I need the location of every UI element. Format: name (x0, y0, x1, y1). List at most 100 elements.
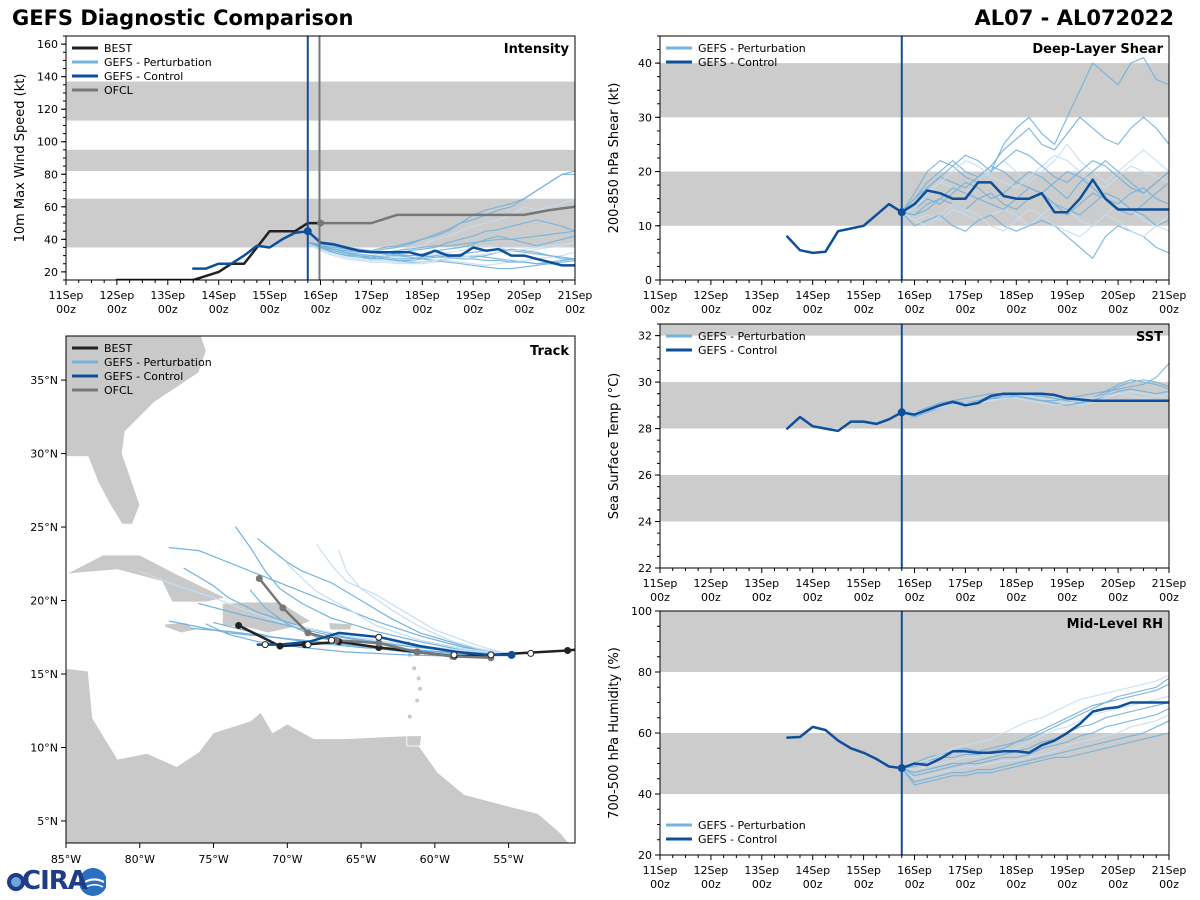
sst-ylabel: Sea Surface Temp (°C) (607, 373, 622, 520)
intensity-xtick-label: 21Sep (558, 289, 593, 302)
rh-xtick-label: 17Sep (948, 864, 983, 877)
sst-xtick-hour: 00z (752, 591, 772, 604)
sst-xtick-hour: 00z (650, 591, 670, 604)
track-ofcl-line (258, 577, 493, 660)
shear-xtick-label: 19Sep (1050, 289, 1085, 302)
shear-legend-label: GEFS - Perturbation (698, 42, 806, 55)
track-xtick-label: 70°W (272, 853, 302, 866)
cira-logo (7, 868, 106, 896)
track-control-init-point (507, 650, 516, 659)
track-frame (65, 335, 576, 844)
cira-logo-text: CIRA (22, 866, 88, 896)
intensity-perturbation-line (307, 230, 575, 253)
rh-ytick-label: 80 (638, 666, 652, 679)
sst-legend-label: GEFS - Control (698, 344, 777, 357)
track-control-open-point (375, 633, 383, 641)
intensity-control-line (192, 229, 575, 270)
page-title: GEFS Diagnostic Comparison (12, 6, 354, 30)
intensity-perturbation-line (307, 173, 575, 253)
intensity-xtick-label: 18Sep (405, 289, 440, 302)
intensity-title: Intensity (504, 42, 570, 57)
land-trinidad (406, 735, 423, 747)
track-ytick-label: 30°N (30, 448, 58, 461)
sst-xtick-hour: 00z (1159, 591, 1179, 604)
intensity-ytick-label: 160 (37, 38, 58, 51)
sst-xtick-label: 15Sep (846, 577, 881, 590)
intensity-xtick-hour: 00z (260, 303, 280, 316)
intensity-xtick-hour: 00z (412, 303, 432, 316)
track-control-open-point (328, 636, 336, 644)
intensity-xtick-label: 14Sep (201, 289, 236, 302)
track-ofcl-point (255, 574, 263, 582)
land-north-america (66, 336, 207, 525)
sst-xtick-label: 16Sep (897, 577, 932, 590)
shear-perturbation-line (901, 116, 1169, 213)
intensity-ytick-label: 100 (37, 136, 58, 149)
sst-xtick-label: 17Sep (948, 577, 983, 590)
intensity-legend-label: BEST (104, 42, 132, 55)
rh-xtick-label: 18Sep (999, 864, 1034, 877)
track-legend-label: GEFS - Control (104, 370, 183, 383)
rh-xtick-hour: 00z (650, 878, 670, 891)
shear-xtick-label: 15Sep (846, 289, 881, 302)
intensity-ofcl-point (317, 219, 324, 227)
rh-xtick-hour: 00z (1108, 878, 1128, 891)
rh-shaded-band (660, 611, 1169, 672)
shear-control-line (786, 178, 1169, 255)
intensity-xtick-label: 12Sep (100, 289, 135, 302)
shear-perturbation-line (901, 187, 1169, 227)
intensity-perturbation-line (307, 242, 575, 262)
track-perturbation-line (235, 526, 513, 656)
intensity-best-line (115, 221, 322, 280)
sst-xtick-label: 19Sep (1050, 577, 1085, 590)
track-perturbation-line (338, 549, 513, 656)
sst-title: SST (1136, 330, 1163, 345)
sst-xtick-label: 12Sep (694, 577, 729, 590)
rh-xtick-label: 16Sep (897, 864, 932, 877)
track-best-point (564, 646, 572, 654)
sst-xtick-label: 20Sep (1101, 577, 1136, 590)
rh-perturbation-line (901, 720, 1169, 783)
rh-xtick-label: 21Sep (1152, 864, 1187, 877)
track-map (66, 336, 570, 843)
track-title: Track (530, 344, 569, 359)
shear-xtick-hour: 00z (701, 303, 721, 316)
track-perturbation-line (257, 538, 513, 656)
shear-xtick-hour: 00z (956, 303, 976, 316)
shear-xtick-label: 11Sep (643, 289, 678, 302)
sst-ytick-label: 30 (638, 376, 652, 389)
shear-perturbation-line (901, 154, 1169, 213)
rh-xtick-hour: 00z (752, 878, 772, 891)
shear-xtick-label: 16Sep (897, 289, 932, 302)
intensity-ofcl-line (319, 205, 575, 225)
shear-perturbation-line (901, 160, 1169, 213)
land-cuba (66, 554, 227, 603)
shear-xtick-hour: 00z (803, 303, 823, 316)
intensity-perturbation-line (307, 242, 575, 260)
shear-xtick-label: 17Sep (948, 289, 983, 302)
land-puerto-rico (328, 622, 353, 631)
intensity-ytick-label: 120 (37, 103, 58, 116)
sst-legend-label: GEFS - Perturbation (698, 330, 806, 343)
sst-panel: 22242628303211Sep00z12Sep00z13Sep00z14Se… (607, 323, 1186, 604)
rh-ytick-label: 60 (638, 727, 652, 740)
intensity-xtick-hour: 00z (362, 303, 382, 316)
track-control-open-point (261, 641, 269, 649)
sst-perturbation-line (901, 393, 1169, 413)
intensity-perturbation-line (307, 235, 575, 260)
shear-title: Deep-Layer Shear (1032, 42, 1163, 57)
rh-series (786, 674, 1169, 786)
rh-perturbation-line (901, 677, 1169, 769)
rh-xtick-hour: 00z (701, 878, 721, 891)
intensity-ytick-label: 140 (37, 71, 58, 84)
land-lesser-antilles (415, 698, 420, 703)
track-best-point (276, 642, 284, 650)
intensity-ytick-label: 20 (44, 266, 58, 279)
sst-xtick-hour: 00z (956, 591, 976, 604)
shear-xtick-label: 21Sep (1152, 289, 1187, 302)
intensity-xtick-label: 20Sep (507, 289, 542, 302)
